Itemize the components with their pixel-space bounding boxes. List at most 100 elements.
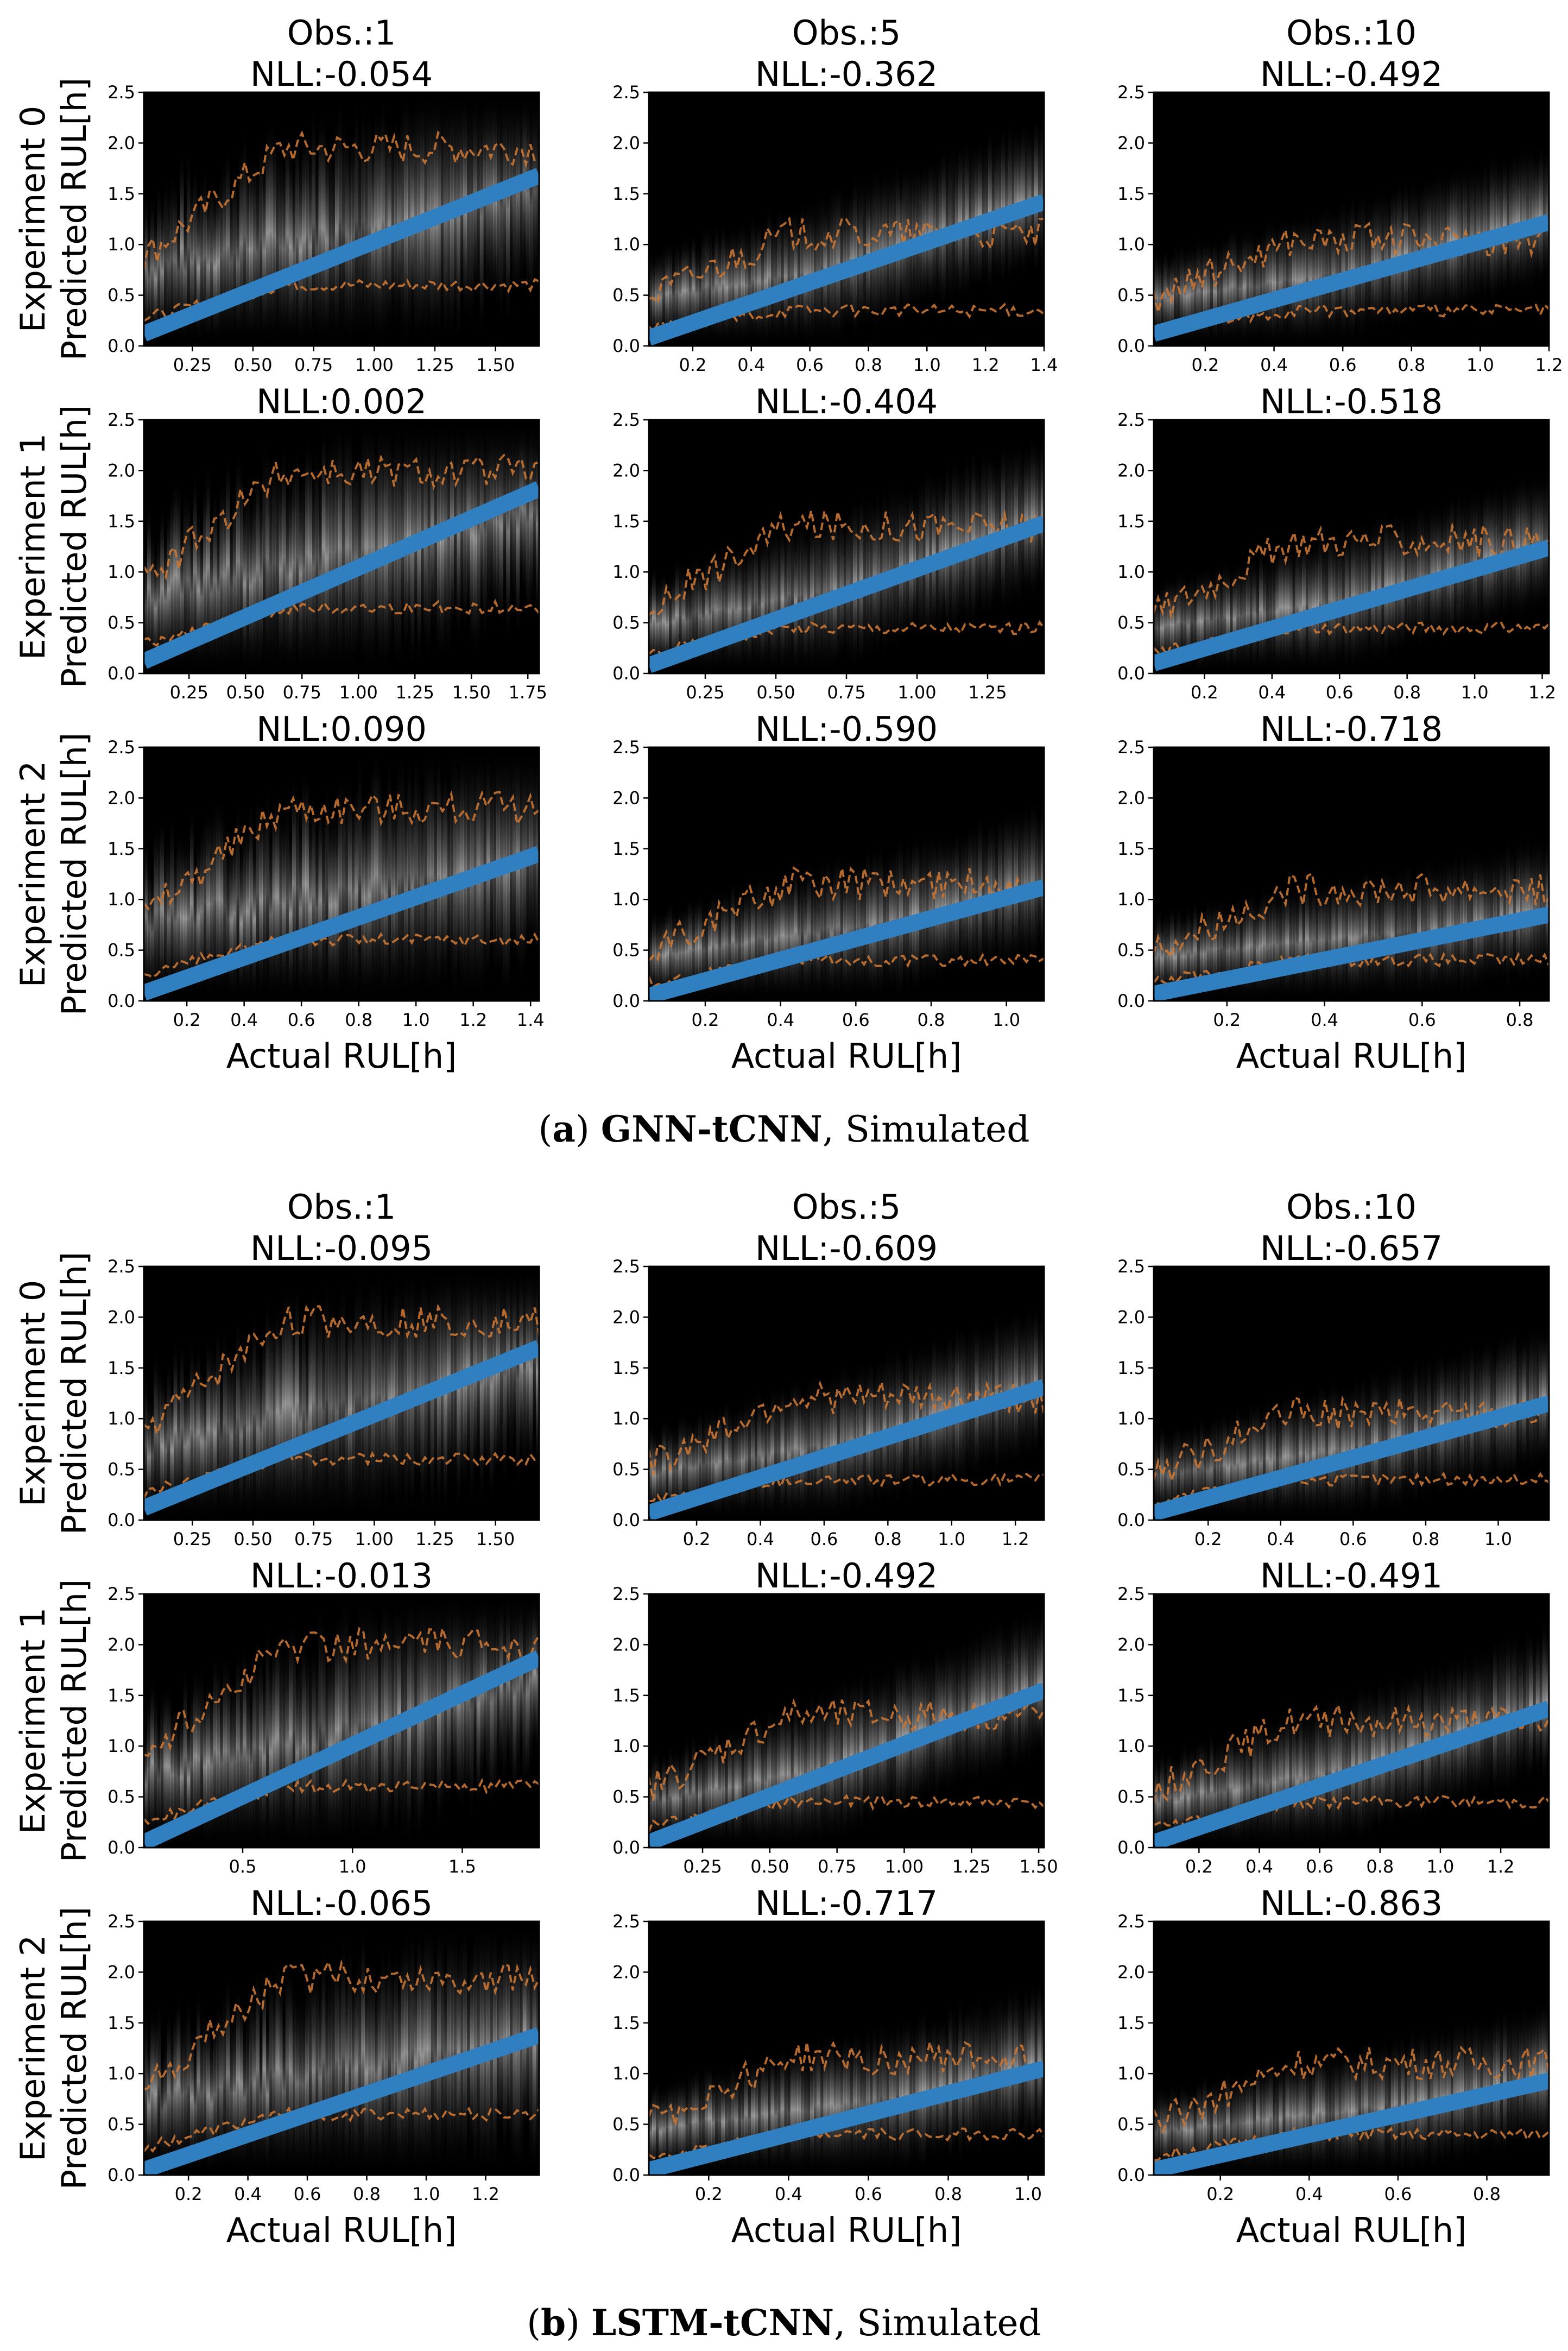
chart-1-2-2-density-column bbox=[1407, 2034, 1411, 2173]
chart-1-0-0-density-column bbox=[210, 1340, 213, 1520]
chart-1-2-2-density-column bbox=[1302, 2051, 1306, 2175]
chart-1-1-0-density-column bbox=[243, 1640, 246, 1848]
chart-1-0-1-density-column bbox=[915, 1345, 920, 1493]
chart-1-1-2-density-column bbox=[1535, 1629, 1540, 1779]
chart-0-2-0-density-column bbox=[252, 839, 256, 1001]
chart-1-0-0-density-column bbox=[315, 1295, 319, 1520]
chart-1-0-2-density-column bbox=[1256, 1397, 1260, 1520]
chart-1-0-1-density-column bbox=[649, 1422, 653, 1520]
chart-1-2-0-density-column bbox=[219, 1999, 224, 2175]
chart-0-0-1-xtick-label: 1.0 bbox=[913, 355, 941, 375]
chart-0-2-1-ytick-label: 1.0 bbox=[612, 889, 640, 910]
chart-0-0-0-density-column bbox=[282, 153, 286, 346]
chart-0-1-2-density-column bbox=[1190, 568, 1194, 673]
chart-0-2-1-density-column bbox=[1040, 796, 1044, 961]
chart-0-1-2-density-column bbox=[1199, 569, 1204, 673]
chart-0-2-1-density-column bbox=[978, 812, 982, 979]
chart-1-2-0-density-column bbox=[331, 1956, 336, 2175]
chart-1-0-2-density-column bbox=[1545, 1319, 1549, 1471]
chart-1-0-1-density-column bbox=[767, 1396, 772, 1520]
chart-0-0-1-density-column bbox=[817, 196, 821, 346]
chart-0-0-1-lower-quantile bbox=[649, 302, 1044, 335]
chart-1-0-0-density-column bbox=[433, 1266, 438, 1493]
chart-0-2-2-density-column bbox=[1371, 866, 1375, 1001]
chart-1-1-2-density-column bbox=[1177, 1755, 1181, 1848]
chart-0-2-0-density-column bbox=[361, 794, 365, 1001]
chart-1-0-1-density-column bbox=[925, 1339, 930, 1492]
chart-0-2-1-density-column bbox=[724, 886, 729, 1001]
chart-1-2-2-density-column bbox=[1239, 2072, 1243, 2175]
chart-0-0-0-density-column bbox=[265, 120, 270, 346]
chart-1-0-0-column-title: Obs.:1 bbox=[287, 1187, 396, 1227]
chart-1-1-1-density-column bbox=[691, 1731, 696, 1848]
chart-1-1-2-density-column bbox=[1173, 1756, 1178, 1848]
chart-1-1-2-density-column bbox=[1203, 1737, 1207, 1848]
chart-0-0-2-ytick-label: 1.0 bbox=[1117, 234, 1145, 255]
chart-0-1-1-density-column bbox=[800, 513, 804, 673]
chart-0-1-0-density-column bbox=[246, 480, 250, 673]
chart-1-0-0-density-column bbox=[457, 1266, 460, 1513]
chart-1-2-1-density-column bbox=[665, 2079, 669, 2175]
chart-0-1-0-density-column bbox=[189, 516, 194, 673]
chart-0-2-2-xtick-label: 0.4 bbox=[1311, 1010, 1338, 1030]
chart-1-1-2-density-column bbox=[1249, 1729, 1253, 1848]
chart-0-1-2-density-column bbox=[1210, 570, 1213, 673]
chart-1-1-2-density-column bbox=[1164, 1754, 1167, 1848]
chart-0-2-1-density-column bbox=[797, 874, 801, 1001]
chart-0-0-1-density-column bbox=[879, 174, 883, 325]
chart-0-1-2-density-column bbox=[1351, 518, 1355, 673]
chart-1-2-0-upper-quantile bbox=[144, 1958, 539, 2091]
chart-1-0-0-density-column bbox=[328, 1293, 332, 1520]
chart-0-0-0-density-column bbox=[519, 92, 523, 292]
chart-1-1-0-density-column bbox=[154, 1684, 157, 1848]
chart-0-1-0-xtick-label: 0.50 bbox=[226, 682, 265, 703]
chart-1-1-2-density-column bbox=[1394, 1678, 1398, 1825]
chart-1-2-2-density-column bbox=[1457, 2018, 1460, 2167]
chart-0-0-1-density-column bbox=[1034, 114, 1038, 278]
chart-0-0-2-density-column bbox=[1232, 224, 1237, 346]
chart-1-1-0-density-column bbox=[206, 1675, 210, 1848]
chart-1-2-1-density-column bbox=[839, 2038, 844, 2175]
chart-0-1-0-density-column bbox=[355, 450, 358, 666]
chart-0-2-0-density-column bbox=[272, 792, 276, 1001]
chart-0-1-1-density-column bbox=[892, 478, 896, 657]
chart-1-2-0-density-column bbox=[351, 1968, 355, 2175]
chart-0-2-2-density-column bbox=[1157, 907, 1161, 1001]
chart-0-0-0-density-column bbox=[312, 99, 316, 346]
chart-1-2-2-upper-quantile bbox=[1154, 2044, 1549, 2134]
chart-0-2-0-xtick-label: 1.4 bbox=[517, 1010, 545, 1030]
chart-1-1-1-title: NLL:-0.492 bbox=[755, 1556, 938, 1596]
chart-0-0-1-xtick-label: 0.4 bbox=[737, 355, 765, 375]
chart-1-2-0-density-column bbox=[229, 2013, 233, 2175]
chart-0-1-1-density-column bbox=[783, 526, 788, 673]
chart-0-2-0-density-column bbox=[144, 830, 148, 1001]
chart-0-1-0-density-column bbox=[154, 544, 157, 673]
chart-1-1-2-density-column bbox=[1417, 1663, 1421, 1824]
chart-0-0-2-density-column bbox=[1253, 229, 1256, 346]
chart-0-2-1-density-column bbox=[744, 884, 748, 1001]
chart-1-1-2-density-column bbox=[1500, 1633, 1503, 1798]
chart-1-2-0-density-column bbox=[506, 1927, 510, 2143]
chart-0-1-2-ytick-label: 0.5 bbox=[1117, 613, 1145, 633]
chart-1-0-2-fit-line bbox=[1154, 1395, 1549, 1520]
chart-0-2-2: 0.00.51.01.52.02.50.2 0.4 0.6 0.8NLL:-0.718… bbox=[1117, 709, 1550, 1076]
chart-1-1-0-density-column bbox=[374, 1606, 378, 1840]
chart-0-2-0-density-column bbox=[206, 808, 210, 1001]
chart-0-1-1-density-column bbox=[928, 463, 933, 646]
chart-0-1-2-density-column bbox=[1266, 553, 1269, 673]
chart-1-0-0-fit-line bbox=[144, 1340, 539, 1516]
chart-1-2-1-density-column bbox=[649, 2090, 653, 2175]
chart-0-2-1-xtick-label: 0.6 bbox=[842, 1010, 870, 1030]
chart-0-1-0-density-column bbox=[173, 475, 178, 673]
chart-1-1-2-density-column bbox=[1328, 1691, 1332, 1848]
chart-0-0-0-density-column bbox=[163, 173, 168, 346]
chart-0-2-2-density-column bbox=[1542, 839, 1546, 976]
chart-0-0-0-density-column bbox=[200, 172, 204, 346]
chart-1-2-2-density-column bbox=[1288, 2054, 1293, 2175]
chart-1-2-2-density-column bbox=[1509, 2007, 1513, 2154]
chart-1-0-1-density-column bbox=[810, 1370, 814, 1520]
chart-1-0-2-density-column bbox=[1308, 1392, 1312, 1520]
chart-0-0-2-xtick-label: 1.0 bbox=[1466, 355, 1494, 375]
chart-1-2-1-density-column bbox=[945, 2014, 949, 2156]
chart-1-0-0-density-column bbox=[183, 1372, 187, 1520]
